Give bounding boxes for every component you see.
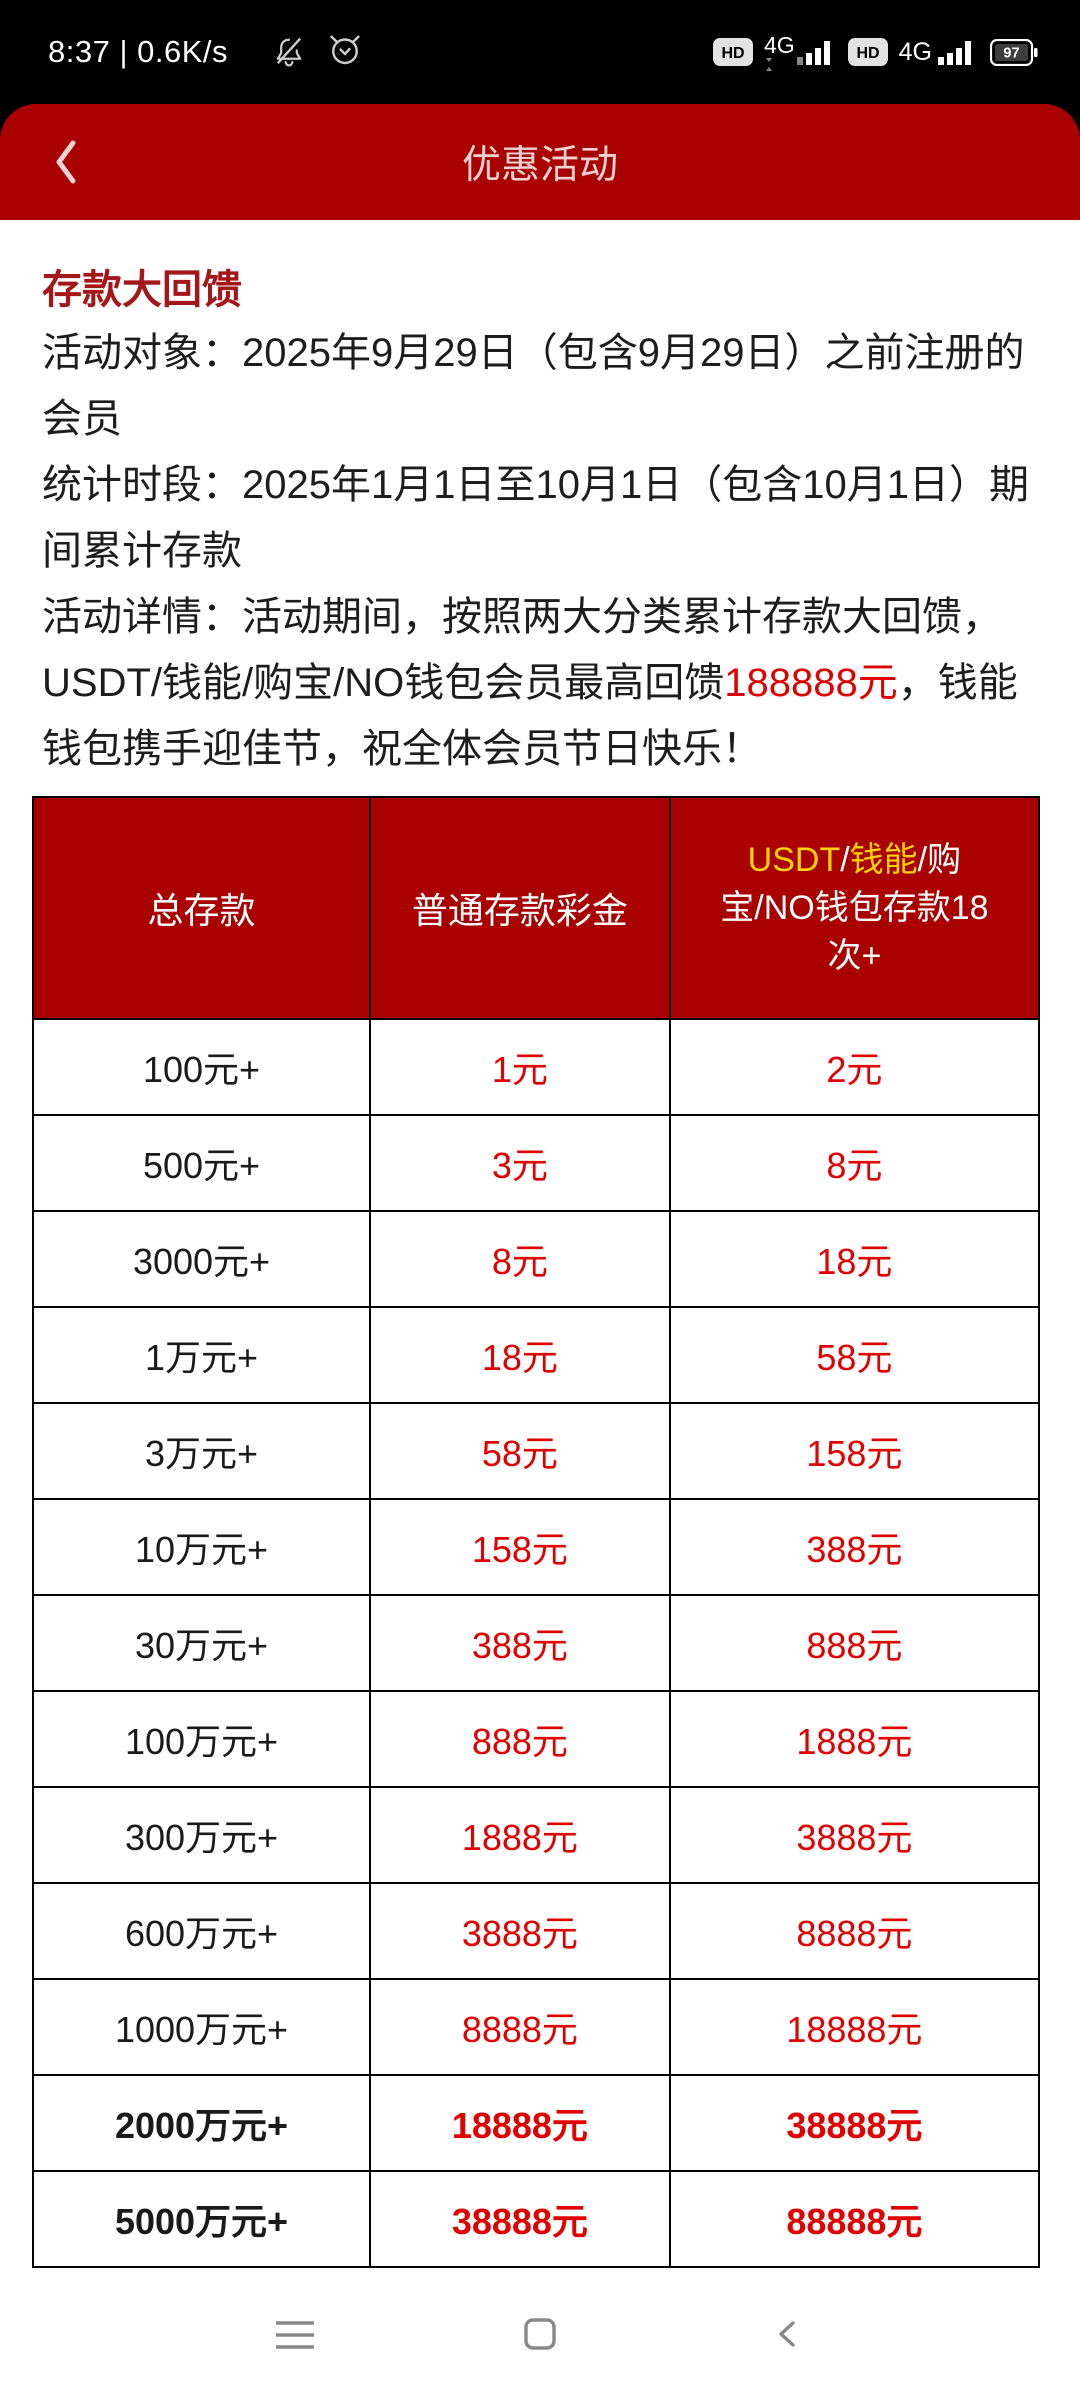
svg-text:HD: HD [721, 45, 744, 62]
svg-text:97: 97 [1003, 45, 1019, 61]
svg-text:HD: HD [856, 45, 879, 62]
